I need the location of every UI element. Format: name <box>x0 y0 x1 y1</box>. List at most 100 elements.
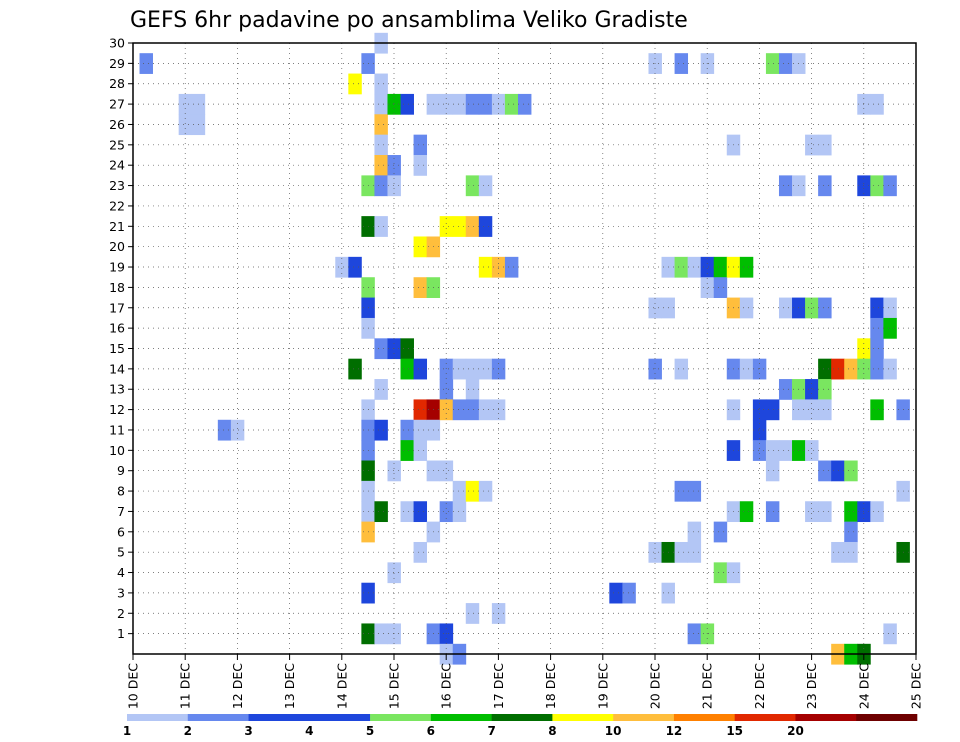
y-tick-label: 3 <box>117 585 125 600</box>
heatmap-cell <box>870 317 884 339</box>
heatmap-cell <box>413 155 428 176</box>
heatmap-cell <box>452 216 467 237</box>
heatmap-cell <box>778 53 793 74</box>
x-tick-label: 21 DEC <box>700 663 715 709</box>
heatmap-cell <box>739 297 754 319</box>
heatmap-cell <box>674 256 689 278</box>
heatmap-cell <box>883 297 897 319</box>
heatmap-cell <box>778 175 793 197</box>
chart-title: GEFS 6hr padavine po ansamblima Veliko G… <box>130 8 688 33</box>
colorbar: 1 2 3 4 5 6 7 8 10 12 15 20 <box>123 714 918 738</box>
heatmap-cell <box>857 175 871 197</box>
colorbar-label: 15 <box>726 724 743 738</box>
heatmap-cell <box>452 501 467 523</box>
heatmap-cell <box>765 440 780 461</box>
colorbar-segment <box>856 714 918 721</box>
heatmap-cell <box>478 480 493 502</box>
heatmap-cell <box>374 155 388 176</box>
heatmap-cell <box>857 358 871 380</box>
heatmap-cell <box>687 480 702 502</box>
x-tick-label: 23 DEC <box>804 663 819 709</box>
heatmap-cell <box>387 175 401 197</box>
heatmap-cell <box>413 419 428 441</box>
heatmap-cell <box>805 440 819 461</box>
heatmap-cell <box>765 53 780 74</box>
heatmap-cell <box>818 501 832 523</box>
heatmap-cell <box>439 358 454 380</box>
heatmap-cell <box>870 297 884 319</box>
heatmap-cell <box>765 399 780 421</box>
x-tick-label: 14 DEC <box>334 663 349 709</box>
y-tick-label: 24 <box>109 158 125 173</box>
heatmap-cell <box>609 582 623 604</box>
x-axis: 10 DEC 11 DEC 12 DEC 13 DEC 14 DEC 15 DEC 16 D… <box>126 654 924 709</box>
heatmap-cell <box>374 114 388 136</box>
y-tick-label: 16 <box>109 321 125 336</box>
colorbar-segment <box>491 714 553 721</box>
x-tick-label: 19 DEC <box>595 663 610 709</box>
heatmap-cell <box>374 623 388 645</box>
heatmap-cell <box>465 216 480 237</box>
x-tick-label: 11 DEC <box>178 663 193 709</box>
heatmap-cell <box>713 562 728 584</box>
colorbar-label: 20 <box>787 724 804 738</box>
heatmap-cell <box>230 419 245 441</box>
y-tick-label: 17 <box>109 300 125 315</box>
heatmap-cell <box>439 399 454 421</box>
heatmap-cell <box>452 399 467 421</box>
colorbar-segment <box>613 714 675 721</box>
heatmap-cell <box>413 134 428 156</box>
heatmap-cell <box>400 358 414 380</box>
y-tick-label: 20 <box>109 239 125 254</box>
y-tick-label: 19 <box>109 260 125 275</box>
heatmap-cell <box>883 317 897 339</box>
y-tick-label: 14 <box>109 361 125 376</box>
heatmap-cell <box>831 460 845 482</box>
heatmap-cell <box>178 114 193 136</box>
heatmap-cell <box>883 175 897 197</box>
heatmap-cell <box>413 277 428 298</box>
heatmap-cell <box>805 134 819 156</box>
heatmap-cell <box>374 419 388 441</box>
colorbar-segment <box>370 714 432 721</box>
heatmap-cell <box>465 358 480 380</box>
y-tick-label: 26 <box>109 117 125 132</box>
heatmap-cell <box>818 297 832 319</box>
heatmap-cell <box>413 501 428 523</box>
heatmap-cell <box>374 216 388 237</box>
heatmap-cell <box>752 440 767 461</box>
y-tick-label: 6 <box>117 524 125 539</box>
heatmap-cell <box>648 541 662 563</box>
colorbar-segment <box>795 714 857 721</box>
y-tick-label: 11 <box>109 422 125 437</box>
heatmap-cell <box>374 175 388 197</box>
colorbar-label: 3 <box>244 724 252 738</box>
x-tick-label: 18 DEC <box>543 663 558 709</box>
y-tick-label: 4 <box>117 565 125 580</box>
heatmap-cell <box>818 134 832 156</box>
heatmap-cell <box>752 419 767 441</box>
heatmap-cell <box>739 501 754 523</box>
heatmap-cell <box>752 358 767 380</box>
heatmap-cell <box>831 541 845 563</box>
heatmap-cell <box>713 521 728 543</box>
heatmap-cell <box>465 480 480 502</box>
y-tick-label: 25 <box>109 137 125 152</box>
heatmap-cell <box>217 419 232 441</box>
heatmap-cell <box>857 501 871 523</box>
x-tick-label: 15 DEC <box>387 663 402 709</box>
heatmap-cell <box>844 521 858 543</box>
grid-lines <box>132 42 917 654</box>
colorbar-label: 4 <box>305 724 313 738</box>
heatmap-cell <box>700 256 715 278</box>
heatmap-cell <box>178 93 193 115</box>
heatmap-cell <box>465 603 480 624</box>
heatmap-cell <box>713 256 728 278</box>
y-tick-label: 10 <box>109 443 125 458</box>
heatmap-cell <box>465 175 480 197</box>
y-tick-label: 30 <box>109 36 125 51</box>
heatmap-cell <box>478 358 493 380</box>
colorbar-segment <box>127 714 189 721</box>
heatmap-cell <box>465 399 480 421</box>
y-tick-label: 8 <box>117 484 125 499</box>
